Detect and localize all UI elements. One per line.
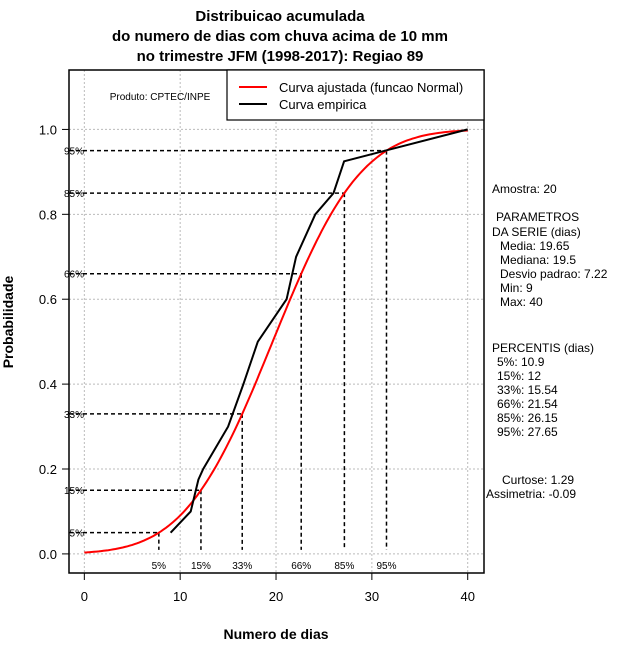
percentil-5: 5%: 10.9 (497, 355, 545, 369)
percentil-66: 66%: 21.54 (497, 397, 558, 411)
percentile-x-label: 15% (191, 561, 211, 572)
curtose: Curtose: 1.29 (502, 473, 574, 487)
x-tick-label: 20 (269, 589, 283, 604)
empirical-curve (169, 128, 468, 534)
assimetria: Assimetria: -0.09 (486, 487, 576, 501)
param-min: Min: 9 (500, 281, 533, 295)
grid (69, 70, 484, 573)
percentile-x-label: 95% (376, 561, 396, 572)
x-tick-label: 40 (460, 589, 474, 604)
percentil-15: 15%: 12 (497, 369, 541, 383)
param-media: Media: 19.65 (500, 239, 570, 253)
percentile-markers: 5% 5% 15% 15% 33% 33% 66% 66% 85% 85% 95% 95% (64, 147, 397, 572)
x-tick-label: 10 (173, 589, 187, 604)
x-axis-label: Numero de dias (223, 626, 328, 642)
credit-text: Produto: CPTEC/INPE (110, 92, 211, 103)
percentile-y-label: 5% (70, 529, 85, 540)
y-tick-label: 0.6 (39, 292, 57, 307)
percentile-y-label: 85% (64, 189, 84, 200)
side-panel: Amostra: 20 PARAMETROS DA SERIE (dias) M… (486, 182, 608, 501)
legend-box (226, 69, 485, 121)
fitted-normal-curve (84, 129, 468, 554)
sample-size: Amostra: 20 (492, 182, 557, 196)
percentile-y-label: 66% (64, 270, 84, 281)
percentile-y-label: 95% (64, 147, 84, 158)
percentile-x-label: 33% (232, 561, 252, 572)
legend: Curva ajustada (funcao Normal) Curva emp… (226, 69, 485, 121)
y-tick-label: 1.0 (39, 122, 57, 137)
y-tick-label: 0.4 (39, 377, 57, 392)
y-tick-label: 0.0 (39, 547, 57, 562)
param-desvio: Desvio padrao: 7.22 (500, 267, 608, 281)
percentile-y-label: 15% (64, 486, 84, 497)
plot-frame (68, 69, 485, 574)
y-tick-label: 0.2 (39, 462, 57, 477)
chart-title-line-2: do numero de dias com chuva acima de 10 … (112, 28, 448, 45)
percentile-x-label: 5% (152, 561, 167, 572)
percentil-85: 85%: 26.15 (497, 411, 558, 425)
percentil-95: 95%: 27.65 (497, 425, 558, 439)
percentile-x-label: 85% (334, 561, 354, 572)
x-tick-label: 30 (365, 589, 379, 604)
legend-label-fitted: Curva ajustada (funcao Normal) (279, 80, 463, 95)
percentile-y-label: 33% (64, 410, 84, 421)
param-max: Max: 40 (500, 295, 543, 309)
param-mediana: Mediana: 19.5 (500, 253, 576, 267)
axes: 0 10 20 30 40 0.0 0.2 0.4 0.6 0.8 1.0 (39, 122, 475, 604)
legend-label-empirical: Curva empirica (279, 97, 367, 112)
params-heading-2: DA SERIE (dias) (492, 225, 581, 239)
percentis-heading: PERCENTIS (dias) (492, 341, 594, 355)
params-heading-1: PARAMETROS (496, 210, 579, 224)
percentile-x-label: 66% (291, 561, 311, 572)
y-axis-label: Probabilidade (0, 276, 16, 369)
chart-title-line-3: no trimestre JFM (1998-2017): Regiao 89 (137, 48, 424, 65)
x-tick-label: 0 (81, 589, 88, 604)
series (84, 128, 468, 554)
percentil-33: 33%: 15.54 (497, 383, 558, 397)
y-tick-label: 0.8 (39, 207, 57, 222)
chart-title-line-1: Distribuicao acumulada (195, 8, 365, 25)
